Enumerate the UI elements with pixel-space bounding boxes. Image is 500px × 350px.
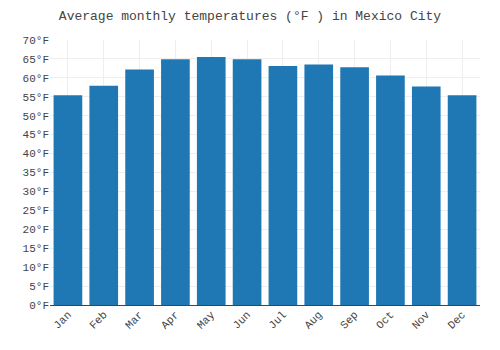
- svg-text:40°F: 40°F: [23, 148, 49, 160]
- svg-text:Aug: Aug: [302, 309, 324, 331]
- svg-text:Oct: Oct: [374, 309, 396, 331]
- svg-text:60°F: 60°F: [23, 73, 49, 85]
- svg-text:70°F: 70°F: [23, 35, 49, 47]
- svg-text:15°F: 15°F: [23, 243, 49, 255]
- svg-text:Nov: Nov: [410, 309, 433, 332]
- svg-text:Jul: Jul: [266, 309, 288, 331]
- svg-text:May: May: [195, 309, 218, 332]
- svg-text:5°F: 5°F: [29, 281, 49, 293]
- svg-text:30°F: 30°F: [23, 186, 49, 198]
- svg-text:20°F: 20°F: [23, 224, 49, 236]
- svg-text:Dec: Dec: [446, 309, 468, 331]
- svg-text:Average monthly temperatures (: Average monthly temperatures (°F ) in Me…: [59, 9, 441, 24]
- svg-text:Apr: Apr: [159, 309, 181, 331]
- svg-text:25°F: 25°F: [23, 205, 49, 217]
- svg-text:10°F: 10°F: [23, 262, 49, 274]
- svg-text:Mar: Mar: [123, 309, 145, 331]
- svg-text:Sep: Sep: [338, 309, 360, 331]
- svg-text:0°F: 0°F: [29, 300, 49, 312]
- svg-text:45°F: 45°F: [23, 129, 49, 141]
- svg-text:35°F: 35°F: [23, 167, 49, 179]
- svg-text:Feb: Feb: [87, 309, 109, 331]
- svg-text:55°F: 55°F: [23, 92, 49, 104]
- svg-text:65°F: 65°F: [23, 54, 49, 66]
- svg-text:Jan: Jan: [51, 309, 73, 331]
- svg-text:Jun: Jun: [231, 309, 253, 331]
- svg-text:50°F: 50°F: [23, 111, 49, 123]
